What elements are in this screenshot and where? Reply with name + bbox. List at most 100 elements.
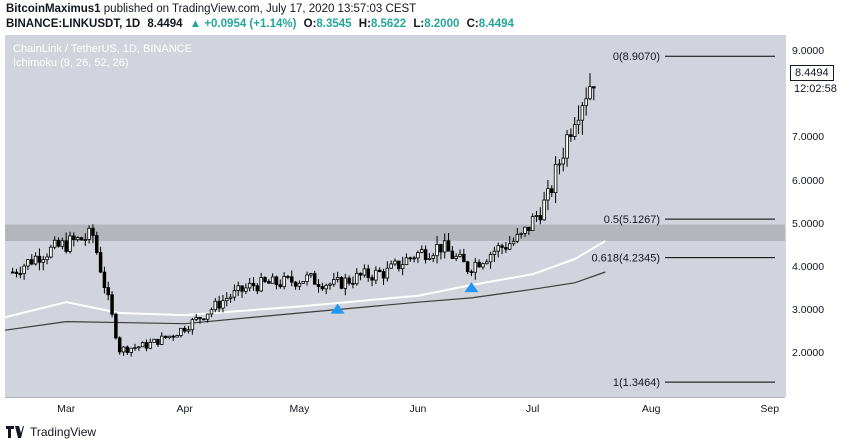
candle-down: [527, 226, 531, 232]
candle-down: [251, 282, 256, 287]
candle-down: [423, 249, 428, 260]
candle-up: [282, 275, 286, 287]
candle-up: [305, 274, 309, 282]
candle-up: [588, 86, 592, 100]
candle-down: [64, 240, 68, 252]
price-tick-label: 2.0000: [792, 346, 825, 359]
ohlc-open: O:8.3545: [304, 18, 352, 30]
candle-down: [412, 257, 416, 260]
indicator-label[interactable]: Ichimoku (9, 26, 52, 26): [13, 57, 129, 69]
time-tick-label: Jul: [525, 403, 540, 415]
candle-up: [167, 335, 172, 339]
candle-down: [125, 346, 130, 353]
candle-up: [427, 257, 432, 260]
low-label: L:: [413, 18, 425, 30]
candle-up: [534, 215, 539, 217]
candle-down: [351, 282, 355, 285]
chart-canvas[interactable]: 0(8.9070) 0.5(5.1267) 0.618(4.2345) 1(1.346…: [5, 35, 785, 397]
candle-down: [79, 237, 84, 241]
candle-down: [538, 215, 543, 221]
candle-up: [270, 276, 275, 284]
candle-up: [565, 134, 569, 159]
candle-up: [328, 283, 332, 286]
candle-down: [91, 227, 95, 236]
candle-up: [362, 268, 367, 276]
close-label: C:: [466, 18, 479, 30]
candle-up: [213, 300, 218, 311]
candle-up: [87, 227, 91, 240]
price-change: ▲ +0.0954 (+1.14%): [189, 18, 297, 30]
candle-up: [309, 273, 313, 276]
candle-down: [278, 284, 283, 287]
candle-up: [52, 239, 57, 248]
candle-down: [144, 342, 149, 349]
candle-down: [377, 269, 382, 273]
candle-down: [312, 273, 317, 285]
symbol-line: BINANCE:LINKUSDT, 1D 8.4494 ▲ +0.0954 (+…: [6, 18, 518, 30]
price-axis[interactable]: 2.0000 3.0000 4.0000 5.0000 6.0000 7.0000 9.00…: [785, 35, 850, 397]
chart-area[interactable]: 0(8.9070) 0.5(5.1267) 0.618(4.2345) 1(1.346…: [5, 35, 785, 397]
candle-up: [542, 199, 546, 221]
candle-up: [561, 157, 565, 165]
price-tick-label: 4.0000: [792, 260, 825, 273]
last-price-tag: 8.4494: [790, 65, 834, 81]
candle-up: [41, 259, 45, 263]
ohlc-low: L:8.2000: [413, 18, 459, 30]
candle-down: [462, 253, 466, 263]
candle-up: [374, 269, 378, 281]
candle-down: [117, 337, 122, 353]
candle-up: [26, 259, 30, 267]
price-tick-label: 3.0000: [792, 303, 825, 316]
time-tick-label: Apr: [176, 403, 193, 415]
candle-up: [140, 342, 145, 348]
candle-up: [259, 277, 263, 292]
candle-down: [381, 271, 386, 279]
candle-up: [225, 298, 229, 302]
candle-up: [175, 335, 179, 338]
candle-up: [488, 254, 493, 263]
candle-up: [496, 245, 500, 252]
candle-up: [557, 163, 562, 166]
candle-down: [198, 316, 202, 320]
footer-brand[interactable]: TradingView: [30, 425, 97, 439]
ohlc-high: H:8.5622: [359, 18, 406, 30]
time-tick-label: Aug: [641, 403, 661, 415]
candle-down: [171, 335, 175, 338]
footer: TradingView: [6, 425, 96, 439]
candle-down: [569, 134, 573, 137]
candle-down: [290, 276, 294, 283]
baseline-dark-line: [5, 271, 606, 331]
candle-down: [98, 252, 103, 273]
candle-down: [95, 235, 99, 253]
candle-up: [22, 265, 26, 275]
candle-down: [202, 318, 206, 321]
candle-up: [481, 263, 485, 268]
candle-down: [592, 86, 596, 89]
candle-up: [205, 313, 210, 320]
candle-down: [439, 244, 443, 253]
candle-up: [420, 249, 424, 253]
price-tick-label: 7.0000: [792, 131, 825, 144]
price-tick-label: 9.0000: [792, 45, 825, 58]
author-name[interactable]: BitcoinMaximus1: [6, 3, 101, 15]
candle-down: [500, 245, 504, 248]
open-label: O:: [303, 18, 317, 30]
candle-down: [366, 268, 370, 278]
price-tick-label: 5.0000: [792, 217, 825, 230]
candle-up: [301, 281, 305, 284]
candle-down: [286, 275, 290, 278]
time-axis[interactable]: Mar Apr May Jun Jul Aug Sep: [5, 397, 785, 420]
candle-up: [244, 287, 248, 292]
candle-up: [523, 226, 527, 234]
candle-up: [33, 255, 38, 265]
candle-up: [335, 277, 340, 280]
candle-up: [133, 347, 137, 349]
candle-up: [584, 98, 588, 107]
chart-title: ChainLink / TetherUS, 1D, BINANCE: [13, 43, 192, 55]
candle-up: [324, 284, 328, 290]
candle-up: [190, 319, 195, 331]
candle-down: [217, 300, 221, 309]
candle-up: [473, 261, 478, 273]
candle-down: [267, 281, 271, 284]
fib-level-label: 0(8.9070): [613, 51, 660, 63]
